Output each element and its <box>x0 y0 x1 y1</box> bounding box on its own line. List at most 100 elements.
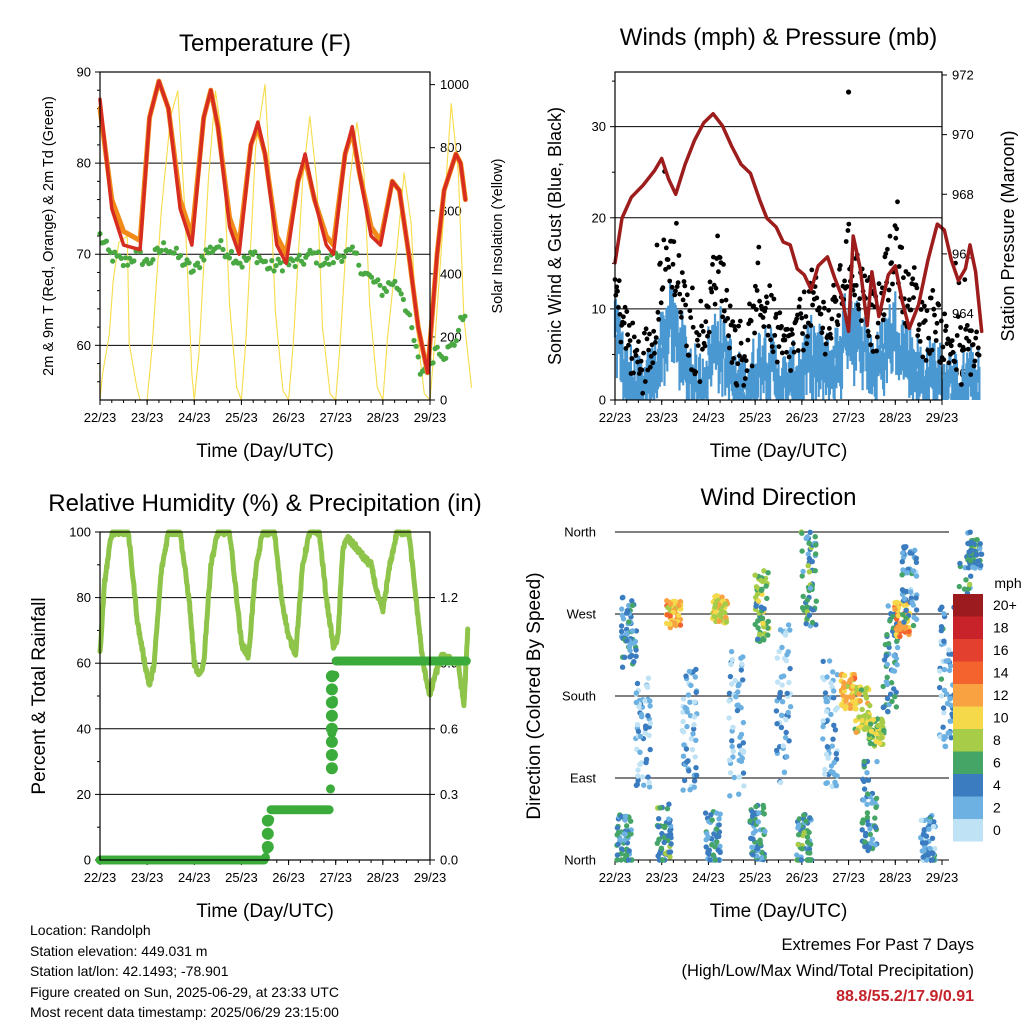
direction-point <box>647 720 653 726</box>
legend-label: 20+ <box>993 597 1017 613</box>
direction-point <box>728 661 734 668</box>
gust-point <box>791 349 797 355</box>
direction-point <box>829 743 835 749</box>
gust-point <box>828 335 834 341</box>
direction-point <box>752 828 759 834</box>
direction-point <box>865 791 871 797</box>
direction-point <box>633 782 640 788</box>
direction-point <box>869 800 875 806</box>
direction-point <box>734 702 740 709</box>
direction-point <box>624 631 630 637</box>
direction-point <box>800 593 806 600</box>
legend-label: 18 <box>993 620 1009 636</box>
gust-point <box>804 341 810 347</box>
direction-point <box>715 847 721 853</box>
gust-point <box>776 344 782 349</box>
y-axis-label: Sonic Wind & Gust (Blue, Black) <box>545 107 565 365</box>
direction-point <box>913 595 919 601</box>
gust-point <box>933 338 939 343</box>
dewpoint-point <box>375 277 381 283</box>
direction-point <box>713 826 720 832</box>
y2-tick-label: 0.3 <box>440 787 458 802</box>
direction-point <box>786 738 792 744</box>
gust-point <box>969 328 974 334</box>
dewpoint-point <box>186 260 192 266</box>
direction-point <box>838 701 845 708</box>
gust-point <box>899 245 905 251</box>
direction-point <box>968 573 974 579</box>
gust-point <box>695 337 700 343</box>
direction-point <box>975 558 981 564</box>
direction-point <box>739 661 745 667</box>
direction-point <box>779 644 785 651</box>
direction-point <box>707 857 713 863</box>
gust-point <box>666 264 672 270</box>
legend-label: 12 <box>993 687 1009 703</box>
gust-point <box>700 346 705 352</box>
gust-point <box>767 283 773 289</box>
direction-point <box>805 551 811 557</box>
legend-label: 2 <box>993 800 1001 816</box>
direction-point <box>809 619 816 626</box>
gust-point <box>674 220 679 226</box>
gust-point <box>651 328 657 334</box>
gust-point <box>684 292 690 298</box>
gust-point <box>707 279 713 285</box>
direction-point <box>740 770 747 776</box>
direction-point <box>777 691 783 697</box>
direction-point <box>831 759 837 766</box>
gust-point <box>755 260 761 266</box>
gust-point <box>745 337 751 343</box>
gust-point <box>923 358 929 363</box>
direction-point <box>635 777 641 784</box>
chart-title: Temperature (F) <box>179 30 351 57</box>
direction-point <box>719 594 725 600</box>
direction-point <box>665 832 671 839</box>
gust-point <box>779 324 784 329</box>
direction-point <box>892 606 898 612</box>
gust-point <box>857 296 863 302</box>
gust-point <box>710 262 715 267</box>
legend-title: mph <box>994 575 1021 591</box>
x-tick-label: 26/23 <box>786 870 819 885</box>
gust-point <box>974 329 979 335</box>
direction-point <box>683 673 689 679</box>
x-tick-label: 28/23 <box>879 870 912 885</box>
direction-point <box>676 612 682 619</box>
dewpoint-point <box>383 288 389 294</box>
gust-point <box>616 305 621 310</box>
direction-point <box>947 695 954 702</box>
direction-point <box>970 564 976 570</box>
gust-point <box>618 339 624 345</box>
direction-point <box>932 846 938 852</box>
gust-point <box>971 363 977 369</box>
direction-point <box>634 722 641 728</box>
gust-point <box>952 359 958 365</box>
direction-point <box>752 572 758 578</box>
legend-swatch <box>953 616 983 639</box>
direction-point <box>750 852 756 858</box>
direction-point <box>693 772 700 778</box>
dewpoint-point <box>313 260 319 266</box>
gust-point <box>822 351 828 357</box>
dewpoint-point <box>443 355 449 361</box>
gust-point <box>922 303 927 309</box>
direction-point <box>812 534 818 540</box>
gust-point <box>734 382 740 388</box>
gust-point <box>814 295 820 301</box>
direction-point <box>631 659 637 665</box>
y-axis-label: Direction (Colored By Speed) <box>524 572 545 819</box>
direction-point <box>891 653 897 659</box>
dewpoint-point <box>267 265 273 271</box>
gust-point <box>698 298 704 304</box>
gust-point <box>626 342 631 348</box>
direction-point <box>910 568 917 574</box>
direction-point <box>926 826 932 832</box>
gust-point <box>737 318 743 324</box>
direction-point <box>688 682 694 689</box>
sonic-wind-trace <box>613 280 981 400</box>
gust-point <box>634 347 640 353</box>
dewpoint-point <box>178 252 184 259</box>
direction-point <box>938 676 945 682</box>
gust-point <box>965 346 971 352</box>
